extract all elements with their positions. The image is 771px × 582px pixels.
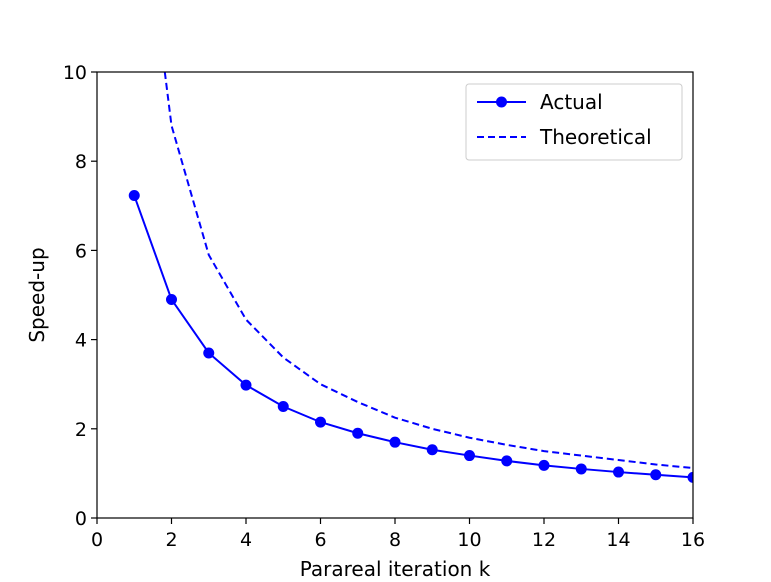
- x-tick-label: 4: [240, 529, 252, 551]
- data-point-actual: [650, 469, 662, 481]
- data-point-actual: [501, 455, 513, 467]
- y-tick-label: 0: [75, 508, 87, 530]
- y-tick-label: 10: [63, 62, 87, 84]
- x-tick-label: 6: [314, 529, 326, 551]
- data-point-actual: [128, 190, 140, 202]
- y-axis-label: Speed-up: [25, 247, 49, 342]
- data-point-actual: [315, 416, 326, 428]
- x-tick-label: 8: [389, 529, 401, 551]
- x-tick-label: 16: [681, 529, 705, 551]
- legend-actual-marker: [496, 96, 507, 108]
- data-point-actual: [240, 379, 252, 391]
- data-point-actual: [352, 427, 364, 439]
- data-point-actual: [203, 347, 215, 359]
- data-point-actual: [613, 466, 624, 478]
- data-point-actual: [538, 459, 550, 471]
- data-point-actual: [575, 463, 587, 475]
- axis-ticks: 0 2 4 6 8 10 12 14 16 0 2 4 6 8 10: [63, 62, 705, 551]
- y-tick-label: 6: [75, 240, 87, 262]
- data-point-actual: [687, 471, 693, 483]
- data-point-actual: [277, 401, 289, 412]
- plot-area: [128, 72, 693, 483]
- legend-actual-label: Actual: [540, 90, 603, 114]
- data-point-actual: [166, 293, 177, 305]
- y-tick-label: 2: [75, 419, 87, 441]
- x-tick-label: 10: [457, 529, 481, 551]
- series-line-theoretical: [163, 72, 693, 470]
- data-point-actual: [464, 450, 475, 462]
- legend: Actual Theoretical: [465, 83, 683, 161]
- x-tick-label: 12: [532, 529, 556, 551]
- x-axis-label: Parareal iteration k: [300, 557, 491, 581]
- data-point-actual: [426, 444, 438, 456]
- legend-theoretical-label: Theoretical: [539, 125, 652, 149]
- data-point-actual: [389, 436, 401, 448]
- x-tick-label: 2: [165, 529, 177, 551]
- y-tick-label: 8: [75, 151, 87, 173]
- x-tick-label: 14: [606, 529, 630, 551]
- y-tick-label: 4: [75, 330, 87, 352]
- series-line-actual: [133, 195, 693, 479]
- x-tick-label: 0: [91, 529, 103, 551]
